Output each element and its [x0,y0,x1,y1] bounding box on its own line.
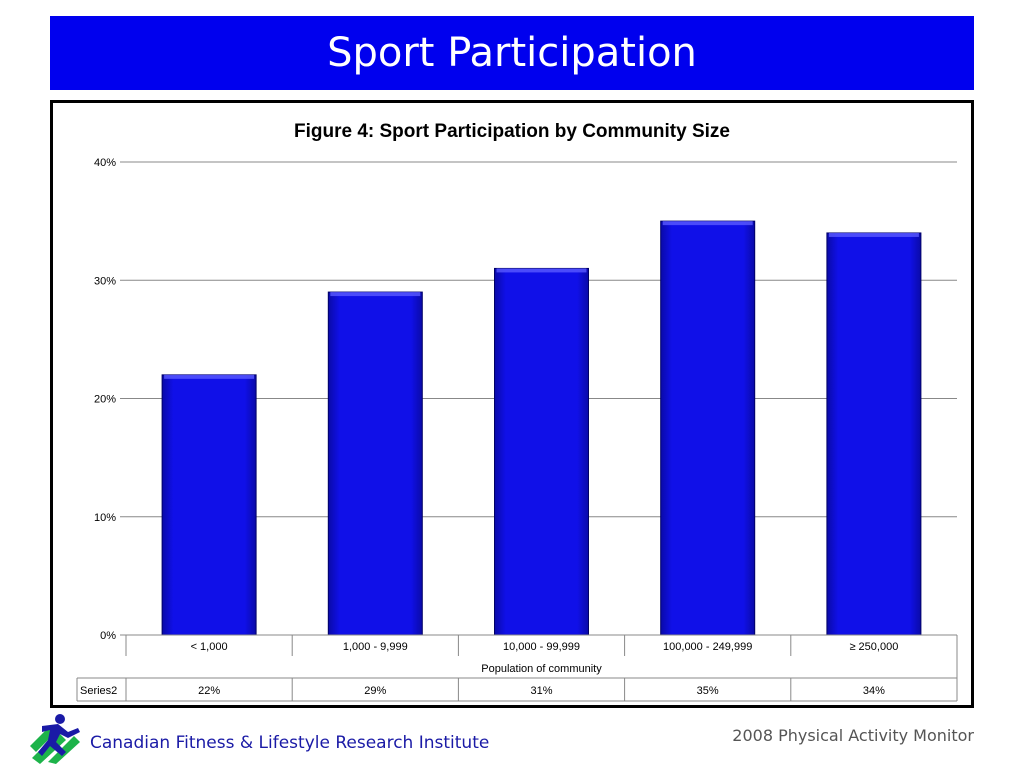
data-value-label: 34% [863,685,885,697]
y-tick-label: 40% [94,157,116,169]
bar [494,267,589,636]
runner-logo-icon [30,714,80,764]
series-label: Series2 [80,685,117,697]
x-category-label: < 1,000 [191,641,228,653]
x-category-label: 1,000 - 9,999 [343,641,408,653]
bar [161,374,257,636]
y-tick-label: 20% [94,394,116,406]
data-value-label: 31% [530,685,552,697]
y-tick-label: 10% [94,512,116,524]
x-category-label: 10,000 - 99,999 [503,641,580,653]
bar-top-highlight [828,232,919,237]
organization-name: Canadian Fitness & Lifestyle Research In… [90,733,490,753]
bar-top-highlight [330,292,421,297]
chart-frame: Figure 4: Sport Participation by Communi… [50,100,974,708]
bar-top-highlight [496,268,587,273]
title-banner: Sport Participation [50,16,974,90]
slide-title: Sport Participation [327,30,697,76]
x-category-label: ≥ 250,000 [849,641,898,653]
bar [660,220,756,636]
x-category-label: 100,000 - 249,999 [663,641,752,653]
data-value-label: 22% [198,685,220,697]
bar [826,232,922,636]
report-name: 2008 Physical Activity Monitor [732,726,974,745]
data-value-label: 29% [364,685,386,697]
x-axis-title: Population of community [481,663,602,675]
y-tick-label: 0% [100,630,116,642]
data-value-label: 35% [697,685,719,697]
y-tick-label: 30% [94,275,116,287]
bar-top-highlight [164,374,255,379]
chart-title: Figure 4: Sport Participation by Communi… [294,121,730,142]
bar [327,291,423,636]
bar-top-highlight [662,221,753,226]
bar-chart: Figure 4: Sport Participation by Communi… [76,121,958,702]
